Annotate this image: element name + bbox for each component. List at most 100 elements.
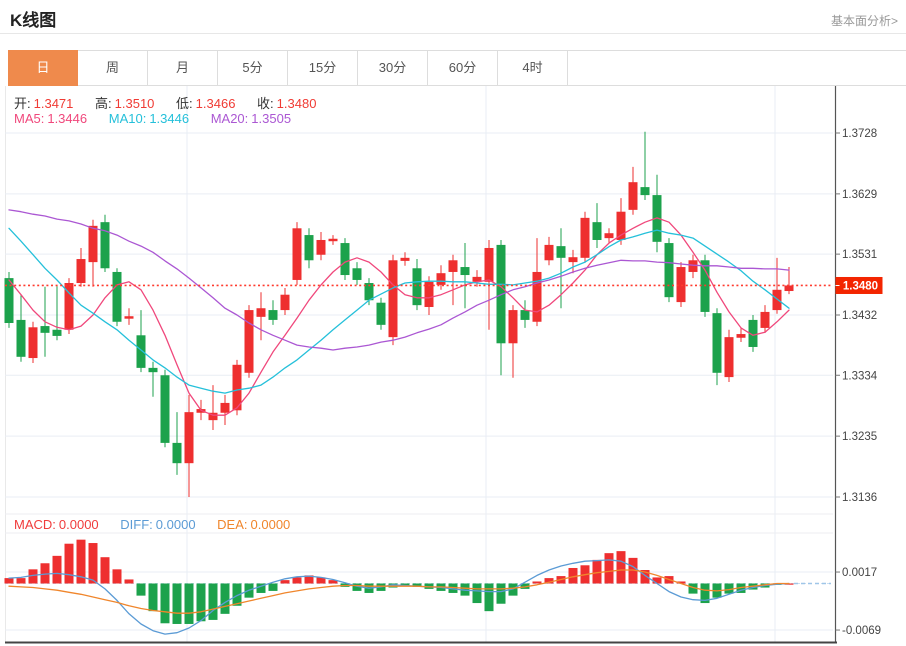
macd-bar-down (136, 583, 146, 596)
macd-bar-up (280, 580, 290, 584)
candle-up (472, 276, 482, 282)
candle-up (328, 238, 338, 242)
macd-bar-down (484, 583, 494, 612)
candle-down (592, 222, 602, 240)
macd-bar-down (496, 583, 506, 604)
candle-down (520, 310, 530, 320)
panel-left-border (5, 86, 6, 643)
macd-bar-up (676, 581, 686, 584)
fundamental-analysis-link[interactable]: 基本面分析> (830, 14, 898, 28)
candle-down (268, 310, 278, 320)
macd-bar-down (724, 583, 734, 594)
macd-bar-up (52, 555, 62, 584)
tab-5min[interactable]: 5分 (218, 50, 288, 86)
price-axis-label: 1.3531 (842, 249, 877, 261)
current-price-badge (835, 276, 883, 294)
current-price-badge-label: 1.3480 (843, 280, 878, 292)
candle-up (604, 233, 614, 239)
macd-bar-down (412, 583, 422, 587)
candle-down (640, 187, 650, 196)
candle-up (124, 316, 134, 319)
candle-up (688, 260, 698, 272)
candle-up (568, 257, 578, 263)
candle-up (544, 244, 554, 261)
candle-up (628, 182, 638, 210)
tab-month[interactable]: 月 (148, 50, 218, 86)
macd-bar-up (652, 577, 662, 584)
macd-bar-up (16, 578, 26, 584)
candle-up (244, 310, 254, 373)
macd-bar-up (124, 579, 134, 584)
macd-axis-label: 0.0017 (842, 567, 877, 579)
candle-down (460, 267, 470, 276)
diff-line (8, 559, 790, 635)
candle-up (508, 310, 518, 344)
price-axis-label: 1.3136 (842, 492, 877, 504)
candle-up (76, 259, 86, 284)
macd-bar-down (472, 583, 482, 604)
tab-day[interactable]: 日 (8, 50, 78, 86)
macd-bar-up (28, 569, 38, 584)
price-axis-label: 1.3432 (842, 310, 877, 322)
candle-down (4, 278, 14, 323)
macd-bar-down (148, 583, 158, 612)
candle-up (280, 294, 290, 311)
price-axis-label: 1.3334 (842, 370, 878, 382)
candle-down (748, 319, 758, 347)
macd-bar-up (628, 557, 638, 584)
macd-bar-up (544, 578, 554, 584)
candle-up (736, 334, 746, 338)
ma5-line (8, 217, 790, 416)
tab-30min[interactable]: 30分 (358, 50, 428, 86)
macd-bar-up (4, 578, 14, 584)
page-title: K线图 (10, 11, 57, 30)
macd-bar-down (352, 583, 362, 591)
candle-up (724, 337, 734, 378)
candle-down (16, 319, 26, 357)
candle-up (184, 412, 194, 464)
macd-bar-up (112, 569, 122, 584)
macd-bar-up (616, 551, 626, 584)
candle-down (172, 442, 182, 464)
price-axis-label: 1.3235 (842, 431, 877, 443)
macd-bar-up (76, 539, 86, 584)
macd-bar-down (268, 583, 278, 591)
candle-up (88, 225, 98, 263)
macd-bar-up (568, 567, 578, 584)
macd-bar-up (88, 543, 98, 584)
tab-strip-filler (568, 50, 906, 86)
macd-bar-up (640, 570, 650, 584)
macd-bar-down (172, 583, 182, 624)
candle-up (316, 239, 326, 255)
header-divider (0, 33, 906, 34)
tab-15min[interactable]: 15分 (288, 50, 358, 86)
candle-down (556, 246, 566, 258)
macd-bar-down (232, 583, 242, 606)
candle-down (376, 302, 386, 325)
macd-axis-label: -0.0069 (842, 625, 881, 637)
macd-bar-down (220, 583, 230, 614)
macd-bar-up (328, 580, 338, 584)
candle-down (412, 268, 422, 306)
macd-bar-down (208, 583, 218, 620)
candle-up (580, 217, 590, 258)
candle-down (52, 329, 62, 336)
tab-4hour[interactable]: 4时 (498, 50, 568, 86)
candle-down (352, 268, 362, 280)
candle-up (64, 283, 74, 330)
tab-week[interactable]: 周 (78, 50, 148, 86)
candle-down (40, 326, 50, 333)
candle-up (292, 228, 302, 280)
candle-up (616, 211, 626, 240)
macd-bar-down (700, 583, 710, 604)
candle-down (100, 222, 110, 269)
macd-bar-down (688, 583, 698, 594)
macd-bar-up (100, 557, 110, 584)
tab-60min[interactable]: 60分 (428, 50, 498, 86)
candle-up (232, 364, 242, 411)
macd-bar-down (508, 583, 518, 596)
candle-up (220, 402, 230, 413)
candle-up (388, 260, 398, 338)
macd-bar-down (448, 583, 458, 593)
